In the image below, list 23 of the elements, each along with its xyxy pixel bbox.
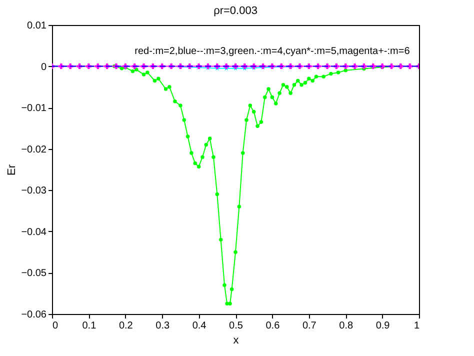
y-tick-label: −0.02 [21,144,47,156]
annotation: red-:m=2,blue--:m=3,green.-:m=4,cyan*-:m=5,magenta+-:m=6 [134,46,410,58]
chart-title: ρr=0.003 [214,5,258,17]
y-tick-label: 0 [40,62,47,73]
x-tick-label: 0.4 [192,320,207,332]
x-tick-label: 0.9 [376,320,390,332]
x-tick-label: 0.1 [82,320,97,332]
x-tick-label: 0.3 [156,320,170,332]
x-tick-label: 0.6 [266,320,280,332]
y-tick-label: −0.05 [21,268,47,280]
x-tick-label: 1 [414,320,420,332]
y-tick-label: −0.06 [21,310,47,320]
y-tick-label: 0.01 [27,20,47,32]
x-tick-label: 0.8 [339,320,354,332]
x-axis-title: x [233,334,240,346]
y-tick-label: −0.03 [21,186,47,197]
x-tick-label: 0.7 [302,320,317,332]
x-tick-label: 0.5 [229,320,244,332]
x-tick-label: 0 [52,320,58,332]
y-tick-label: −0.04 [21,226,47,238]
y-axis-title: Er [6,164,18,176]
x-tick-label: 0.2 [118,320,134,332]
y-tick-label: −0.01 [21,103,47,114]
